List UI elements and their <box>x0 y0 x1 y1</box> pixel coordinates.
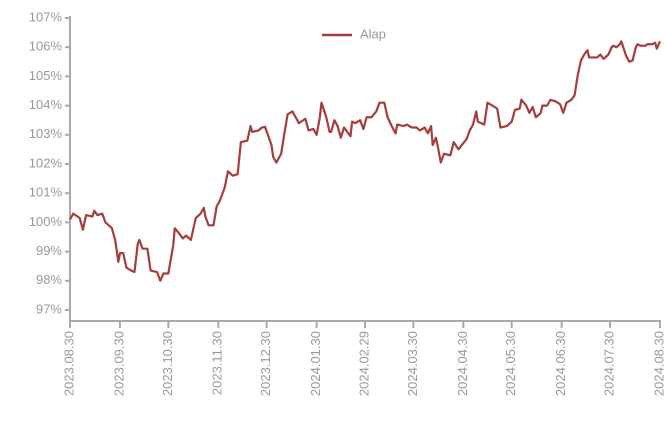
x-tick-label: 2024.07.30 <box>601 331 616 396</box>
x-tick-label: 2023.08.30 <box>61 331 76 396</box>
y-tick-label: 98% <box>36 272 62 287</box>
y-tick-label: 107% <box>29 9 63 24</box>
y-tick-label: 106% <box>29 39 63 54</box>
x-tick-label: 2024.05.30 <box>503 331 518 396</box>
y-tick-label: 99% <box>36 243 62 258</box>
x-tick-label: 2023.09.30 <box>111 331 126 396</box>
line-series <box>69 40 662 282</box>
x-tick-label: 2024.04.30 <box>455 331 470 396</box>
y-tick-label: 104% <box>29 97 63 112</box>
y-tick-label: 97% <box>36 301 62 316</box>
y-tick-label: 103% <box>29 126 63 141</box>
x-tick-label: 2023.10.30 <box>160 331 175 396</box>
y-tick-label: 102% <box>29 155 63 170</box>
x-tick-label: 2024.08.30 <box>651 331 666 396</box>
x-tick-label: 2024.02.29 <box>356 331 371 396</box>
x-tick-label: 2024.03.30 <box>405 331 420 396</box>
x-tick-label: 2024.06.30 <box>553 331 568 396</box>
x-tick-label: 2024.01.30 <box>308 331 323 396</box>
x-tick-label: 2023.11.30 <box>210 331 225 395</box>
legend-label: Alap <box>360 26 386 41</box>
y-tick-label: 100% <box>29 214 63 229</box>
y-tick-label: 101% <box>29 185 63 200</box>
y-tick-label: 105% <box>29 68 63 83</box>
x-tick-label: 2023.12.30 <box>258 331 273 396</box>
